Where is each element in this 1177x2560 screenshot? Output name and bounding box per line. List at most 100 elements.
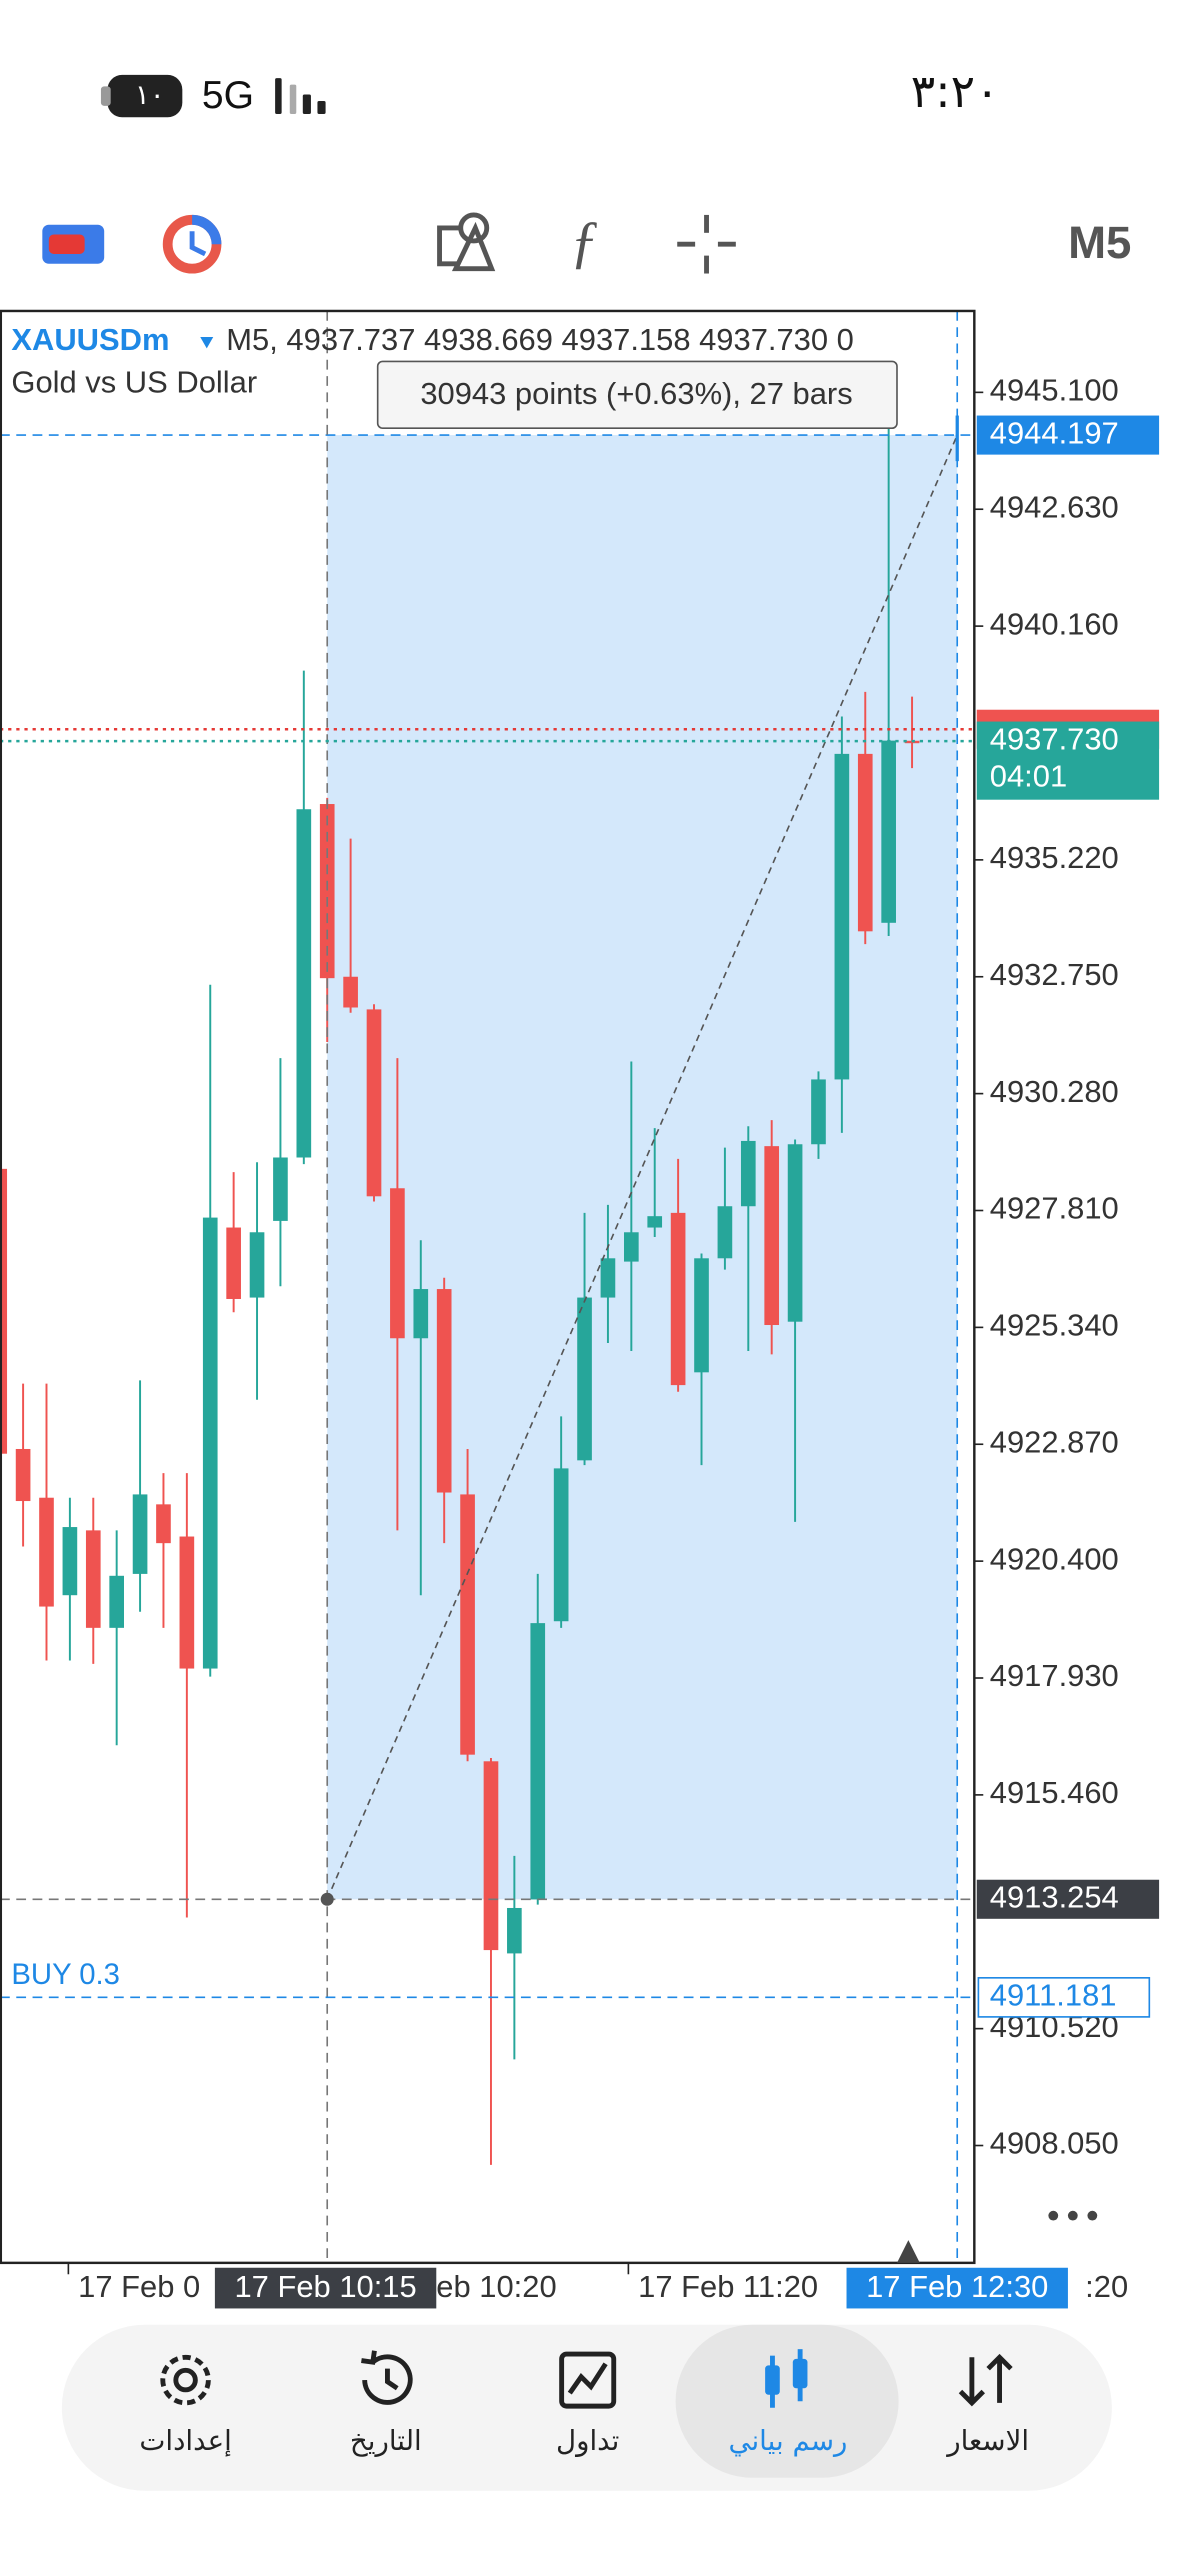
selection-top-box	[976, 415, 1160, 455]
nav-label[interactable]: تداول	[556, 2424, 619, 2457]
x-tick-label: 17 Feb 10:15	[234, 2269, 416, 2304]
candle-body	[787, 1144, 803, 1322]
countdown-label: 04:01	[990, 759, 1067, 794]
y-tick-label: 4940.160	[990, 606, 1119, 641]
y-tick-label: 4930.280	[990, 1074, 1119, 1109]
candle-body	[530, 1623, 546, 1900]
candle-body	[436, 1289, 452, 1493]
timeframe-button[interactable]: M5	[1068, 217, 1131, 268]
candle-body	[273, 1157, 288, 1221]
crosshair-icon[interactable]	[677, 214, 736, 274]
indicator-icon[interactable]	[162, 214, 222, 274]
x-tick-label: eb 10:20	[436, 2269, 556, 2304]
candle-body	[553, 1468, 569, 1622]
settings-icon[interactable]	[160, 2354, 211, 2406]
chart-icon[interactable]	[765, 2349, 808, 2408]
y-tick-label: 4908.050	[990, 2126, 1119, 2161]
candle-body	[460, 1494, 475, 1755]
candle-body	[296, 809, 312, 1158]
quotes-icon[interactable]	[958, 2353, 1013, 2407]
y-tick-label: 4925.340	[990, 1308, 1119, 1343]
selection-diagonal	[326, 434, 958, 1900]
candle-body	[0, 1168, 8, 1454]
candle-body	[226, 1227, 241, 1299]
candle-body	[413, 1289, 429, 1339]
battery-icon	[107, 74, 183, 118]
ohlc-header: M5, 4937.737 4938.669 4937.158 4937.730 …	[226, 322, 854, 357]
candle-body	[834, 753, 850, 1080]
candle-body	[600, 1258, 616, 1298]
y-tick-label: 4945.100	[990, 373, 1119, 408]
y-tick-label: 4932.750	[990, 957, 1119, 992]
candle-body	[577, 1297, 592, 1461]
candle-body	[647, 1216, 663, 1228]
x-tick-label: 17 Feb 11:20	[638, 2269, 818, 2304]
candle-body	[15, 1448, 31, 1502]
candle-body	[717, 1206, 733, 1259]
nav-label[interactable]: رسم بياني	[728, 2424, 847, 2457]
x-tick-label: :20	[1085, 2269, 1128, 2304]
candle-body	[249, 1232, 265, 1298]
order-price-label: 4911.181	[990, 1978, 1117, 2013]
bid-price-box	[976, 721, 1160, 800]
candle-body	[343, 976, 358, 1008]
chart-area	[0, 310, 984, 2263]
time-marker	[896, 2240, 920, 2263]
candle-body	[764, 1146, 780, 1326]
order-price-box	[977, 1977, 1151, 2018]
measure-label: 30943 points (+0.63%), 27 bars	[420, 376, 852, 411]
candle-body	[624, 1232, 639, 1262]
chart-window-icon[interactable]	[42, 224, 105, 264]
y-tick-label: 4935.220	[990, 840, 1119, 875]
network-label: 5G	[202, 74, 254, 117]
objects-icon[interactable]	[437, 212, 496, 272]
battery-cap	[100, 86, 111, 106]
selection-bottom-box	[976, 1879, 1160, 1919]
y-tick-label: 4922.870	[990, 1424, 1119, 1459]
symbol[interactable]: XAUUSDm	[11, 322, 169, 357]
candle-body	[156, 1504, 171, 1544]
nav-label[interactable]: الاسعار	[945, 2424, 1029, 2457]
symbol-dropdown[interactable]	[200, 337, 214, 349]
chart-frame	[0, 309, 976, 2265]
y-tick-label: 4917.930	[990, 1658, 1119, 1693]
trade-icon[interactable]	[559, 2351, 617, 2409]
candle-body	[109, 1575, 125, 1628]
candle-body	[694, 1258, 709, 1373]
nav-label[interactable]: التاريخ	[350, 2424, 422, 2457]
candle-body	[881, 740, 896, 923]
x-tick-label: 17 Feb 0	[78, 2269, 200, 2304]
candle-body	[39, 1497, 54, 1607]
more-button[interactable]	[1048, 2210, 1098, 2221]
nav-active-bg	[675, 2324, 899, 2478]
clock: ٣:٢٠	[911, 65, 1000, 118]
selection-top-label: 4944.197	[990, 415, 1119, 450]
measure-box	[376, 360, 898, 429]
x-tick-label: 17 Feb 12:30	[866, 2269, 1048, 2304]
symbol-description: Gold vs US Dollar	[11, 364, 257, 399]
candle-body	[483, 1761, 499, 1951]
y-tick-label: 4915.460	[990, 1775, 1119, 1810]
y-tick-label: 4920.400	[990, 1541, 1119, 1576]
bid-price-label: 4937.730	[990, 721, 1119, 756]
battery-level: ١٠	[135, 78, 165, 111]
candle-body	[132, 1494, 148, 1574]
candle-body	[390, 1188, 405, 1339]
selection-bottom-label: 4913.254	[990, 1879, 1119, 1914]
candle-body	[366, 1009, 382, 1197]
y-tick-label: 4942.630	[990, 489, 1119, 524]
candle-body	[740, 1140, 756, 1207]
candle-body	[811, 1079, 826, 1145]
candle-body	[179, 1536, 195, 1669]
candle-body	[507, 1907, 522, 1954]
y-tick-label: 4927.810	[990, 1191, 1119, 1226]
history-icon[interactable]	[361, 2350, 413, 2405]
selection-area	[327, 435, 958, 1900]
function-icon[interactable]: ƒ	[570, 209, 599, 274]
signal-icon	[275, 78, 326, 114]
candle-body	[670, 1212, 686, 1386]
time-highlight-box	[214, 2267, 437, 2309]
nav-label[interactable]: إعدادات	[139, 2424, 231, 2457]
